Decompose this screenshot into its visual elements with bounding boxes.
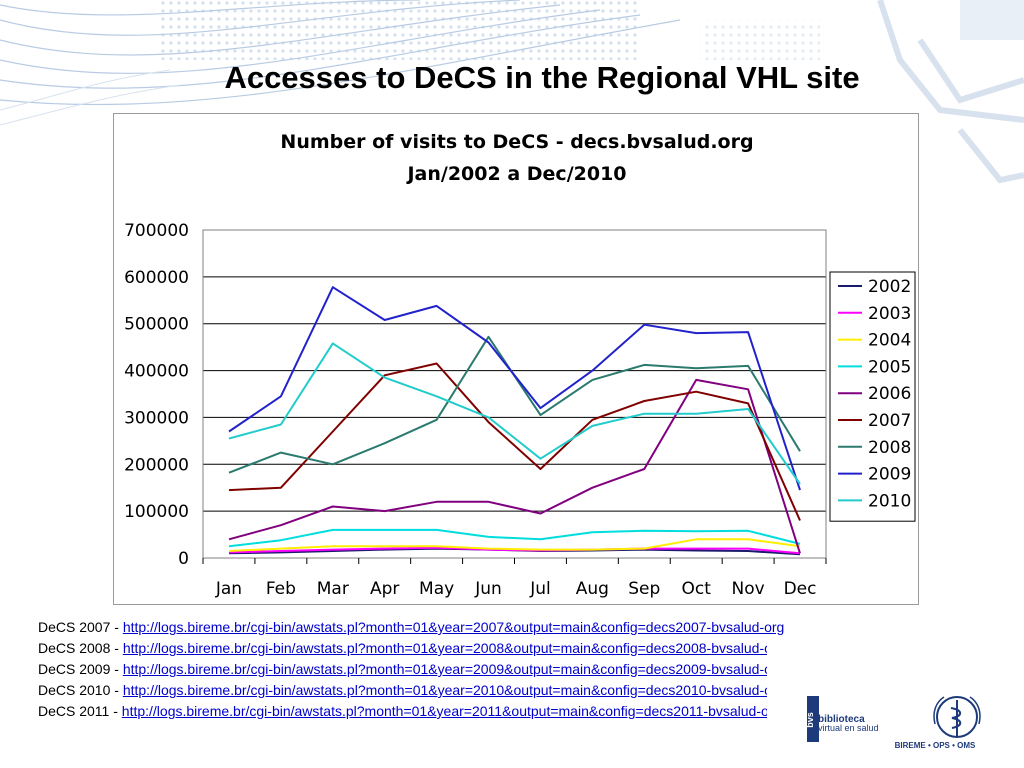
link-label: DeCS 2007 -: [38, 619, 123, 635]
x-tick-label: Feb: [266, 579, 296, 599]
link-label: DeCS 2008 -: [38, 640, 123, 656]
slide-title: Accesses to DeCS in the Regional VHL sit…: [224, 60, 860, 95]
y-tick-label: 700000: [124, 221, 189, 241]
legend-label: 2006: [868, 384, 911, 404]
legend-label: 2010: [868, 491, 911, 511]
x-tick-label: Sep: [628, 579, 660, 599]
link-row-2008: DeCS 2008 - http://logs.bireme.br/cgi-bi…: [38, 638, 958, 659]
series-line-2005: [228, 528, 801, 548]
organization-text: BIREME • OPS • OMS: [894, 741, 976, 750]
series-line-2004: [228, 538, 801, 552]
awstats-link-2007[interactable]: http://logs.bireme.br/cgi-bin/awstats.pl…: [122, 619, 785, 635]
legend-label: 2002: [868, 277, 911, 297]
link-row-2011: DeCS 2011 - http://logs.bireme.br/cgi-bi…: [38, 701, 958, 722]
plot-area: [202, 229, 827, 559]
y-tick-label: 500000: [124, 315, 189, 335]
y-tick-label: 100000: [124, 502, 189, 522]
x-tick-label: Mar: [317, 579, 349, 599]
legend-label: 2007: [868, 411, 911, 431]
link-row-2009: DeCS 2009 - http://logs.bireme.br/cgi-bi…: [38, 659, 958, 680]
y-tick-label: 300000: [124, 408, 189, 428]
legend-label: 2009: [868, 465, 911, 485]
who-emblem-icon: [933, 696, 981, 738]
bvs-mark-text: bvs: [805, 712, 815, 728]
y-tick-label: 0: [178, 549, 189, 569]
x-tick-label: Apr: [370, 579, 399, 599]
series-line-2006: [228, 378, 801, 554]
x-tick-label: Aug: [576, 579, 609, 599]
awstats-link-2011[interactable]: http://logs.bireme.br/cgi-bin/awstats.pl…: [121, 703, 782, 719]
x-tick-label: Jul: [529, 579, 551, 599]
chart-container: Number of visits to DeCS - decs.bvsalud.…: [113, 113, 919, 605]
link-row-2007: DeCS 2007 - http://logs.bireme.br/cgi-bi…: [38, 617, 958, 638]
link-label: DeCS 2011 -: [38, 703, 122, 719]
chart-subtitle: Jan/2002 a Dec/2010: [407, 163, 627, 185]
bvs-logo-text: biblioteca virtual en salud: [818, 715, 879, 733]
line-chart: 0 100000 200000 300000 400000 500000 600000 700…: [124, 221, 916, 599]
legend-label: 2008: [868, 438, 911, 458]
legend-label: 2005: [868, 357, 911, 377]
chart-title: Number of visits to DeCS - decs.bvsalud.…: [280, 131, 754, 153]
awstats-link-2008[interactable]: http://logs.bireme.br/cgi-bin/awstats.pl…: [122, 640, 785, 656]
x-tick-label: Jun: [474, 579, 502, 599]
link-label: DeCS 2010 -: [38, 682, 123, 698]
x-tick-label: Nov: [732, 579, 765, 599]
bvs-logo-icon: bvs: [805, 696, 819, 742]
x-tick-label: May: [419, 579, 454, 599]
legend-label: 2004: [868, 331, 911, 351]
series-line-2010: [228, 342, 801, 485]
source-links: DeCS 2007 - http://logs.bireme.br/cgi-bi…: [38, 617, 958, 722]
awstats-link-2009[interactable]: http://logs.bireme.br/cgi-bin/awstats.pl…: [122, 661, 785, 677]
series-line-2007: [228, 362, 801, 521]
bvs-line2: virtual en salud: [818, 723, 879, 733]
legend-label: 2003: [868, 304, 911, 324]
link-row-2010: DeCS 2010 - http://logs.bireme.br/cgi-bi…: [38, 680, 958, 701]
series-line-2009: [228, 286, 801, 491]
link-label: DeCS 2009 -: [38, 661, 123, 677]
y-tick-label: 200000: [124, 455, 189, 475]
y-tick-label: 400000: [124, 362, 189, 382]
x-tick-label: Jan: [215, 579, 242, 599]
bvs-line1: biblioteca: [818, 714, 865, 725]
x-tick-label: Oct: [682, 579, 712, 599]
x-tick-label: Dec: [784, 579, 817, 599]
y-tick-label: 600000: [124, 268, 189, 288]
awstats-link-2010[interactable]: http://logs.bireme.br/cgi-bin/awstats.pl…: [122, 682, 785, 698]
